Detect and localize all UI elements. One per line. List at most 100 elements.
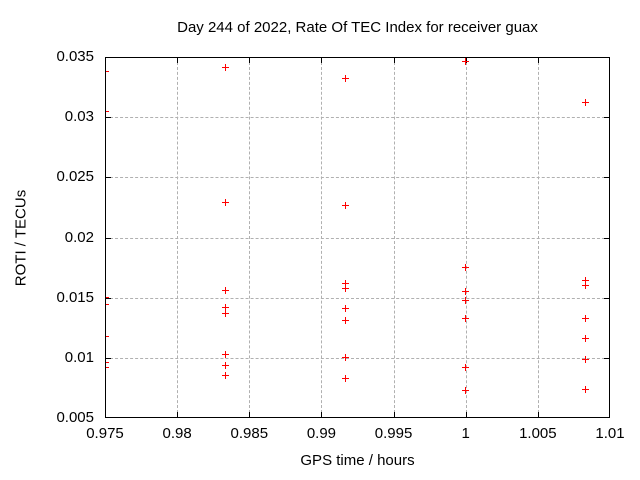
- gridline-horizontal: [105, 357, 610, 359]
- y-tick-mark: [604, 297, 610, 299]
- data-point-marker: [462, 314, 470, 322]
- data-point-marker: [105, 363, 109, 371]
- x-tick-label: 1: [461, 425, 470, 442]
- y-tick-mark: [604, 417, 610, 418]
- y-tick-mark: [105, 117, 111, 119]
- data-point-marker: [221, 350, 229, 358]
- y-tick-mark: [105, 357, 111, 359]
- data-point-marker: [462, 296, 470, 304]
- plus-marker-vbar: [224, 309, 226, 317]
- x-tick-mark: [249, 57, 251, 63]
- plus-marker-vbar: [224, 199, 226, 207]
- x-tick-label: 0.99: [306, 425, 337, 442]
- plus-marker-vbar: [465, 363, 467, 371]
- data-point-marker: [582, 385, 590, 393]
- y-tick-label: 0.005: [56, 409, 94, 426]
- y-tick-mark: [105, 57, 111, 58]
- x-tick-label: 0.975: [86, 425, 124, 442]
- data-point-marker: [105, 301, 109, 309]
- y-tick-label: 0.03: [64, 108, 94, 126]
- data-point-marker: [582, 314, 590, 322]
- plus-marker-vbar: [345, 317, 347, 325]
- data-point-marker: [221, 64, 229, 72]
- y-tick-mark: [105, 417, 111, 418]
- x-axis-label: GPS time / hours: [300, 452, 415, 469]
- data-point-marker: [342, 279, 350, 287]
- gridline-horizontal: [105, 237, 610, 239]
- plus-marker-hbar: [105, 110, 109, 112]
- data-point-marker: [582, 99, 590, 107]
- gridline-vertical: [393, 57, 395, 418]
- x-tick-mark: [393, 57, 395, 63]
- plus-marker-vbar: [585, 314, 587, 322]
- data-point-marker: [105, 294, 109, 302]
- data-point-marker: [221, 286, 229, 294]
- gridline-horizontal: [105, 117, 610, 119]
- data-point-marker: [221, 361, 229, 369]
- data-point-marker: [105, 67, 109, 75]
- gridline-horizontal: [105, 177, 610, 179]
- x-tick-mark: [465, 57, 467, 63]
- plus-marker-hbar: [105, 70, 109, 72]
- data-point-marker: [582, 282, 590, 290]
- data-point-marker: [342, 354, 350, 362]
- x-tick-label: 1.005: [519, 425, 557, 442]
- data-point-marker: [462, 58, 470, 66]
- plus-marker-vbar: [345, 284, 347, 292]
- plot-area: [105, 57, 610, 418]
- x-tick-mark: [321, 57, 323, 63]
- plus-marker-vbar: [105, 332, 106, 340]
- plus-marker-vbar: [105, 107, 106, 115]
- data-point-marker: [221, 199, 229, 207]
- data-point-marker: [342, 304, 350, 312]
- data-point-marker: [221, 372, 229, 380]
- plus-marker-vbar: [465, 264, 467, 272]
- plus-marker-vbar: [345, 374, 347, 382]
- data-point-marker: [221, 303, 229, 311]
- plus-marker-vbar: [224, 361, 226, 369]
- plus-marker-vbar: [585, 282, 587, 290]
- data-point-marker: [582, 277, 590, 285]
- data-point-marker: [342, 284, 350, 292]
- plus-marker-vbar: [465, 288, 467, 296]
- plus-marker-vbar: [105, 301, 106, 309]
- x-tick-mark: [321, 412, 323, 418]
- plus-marker-vbar: [585, 385, 587, 393]
- plus-marker-vbar: [345, 354, 347, 362]
- data-point-marker: [221, 309, 229, 317]
- plus-marker-hbar: [105, 362, 109, 364]
- plus-marker-vbar: [224, 303, 226, 311]
- plus-marker-vbar: [224, 286, 226, 294]
- plus-marker-hbar: [105, 304, 109, 306]
- plus-marker-vbar: [105, 67, 106, 75]
- data-point-marker: [105, 107, 109, 115]
- data-point-marker: [342, 374, 350, 382]
- x-tick-label: 0.98: [162, 425, 192, 442]
- data-point-marker: [342, 75, 350, 83]
- plus-marker-vbar: [585, 277, 587, 285]
- x-tick-label: 0.985: [230, 425, 269, 442]
- y-tick-mark: [105, 177, 111, 179]
- plus-marker-vbar: [585, 335, 587, 343]
- plus-marker-vbar: [345, 75, 347, 83]
- y-tick-mark: [604, 237, 610, 239]
- x-tick-mark: [537, 57, 539, 63]
- gridline-vertical: [249, 57, 251, 418]
- plus-marker-hbar: [105, 335, 109, 337]
- y-tick-label: 0.02: [64, 228, 94, 246]
- y-tick-label: 0.01: [64, 348, 94, 366]
- y-tick-label: 0.035: [56, 48, 94, 65]
- y-tick-mark: [105, 237, 111, 239]
- plus-marker-vbar: [465, 296, 467, 304]
- plus-marker-vbar: [105, 363, 106, 371]
- plus-marker-vbar: [465, 58, 467, 66]
- x-tick-label: 0.995: [374, 425, 413, 442]
- data-point-marker: [582, 355, 590, 363]
- plus-marker-vbar: [105, 294, 106, 302]
- gridline-vertical: [177, 57, 179, 418]
- plus-marker-vbar: [465, 386, 467, 394]
- y-axis-label: ROTI / TECUs: [12, 189, 30, 287]
- y-tick-mark: [604, 57, 610, 58]
- data-point-marker: [462, 363, 470, 371]
- y-tick-mark: [105, 297, 111, 299]
